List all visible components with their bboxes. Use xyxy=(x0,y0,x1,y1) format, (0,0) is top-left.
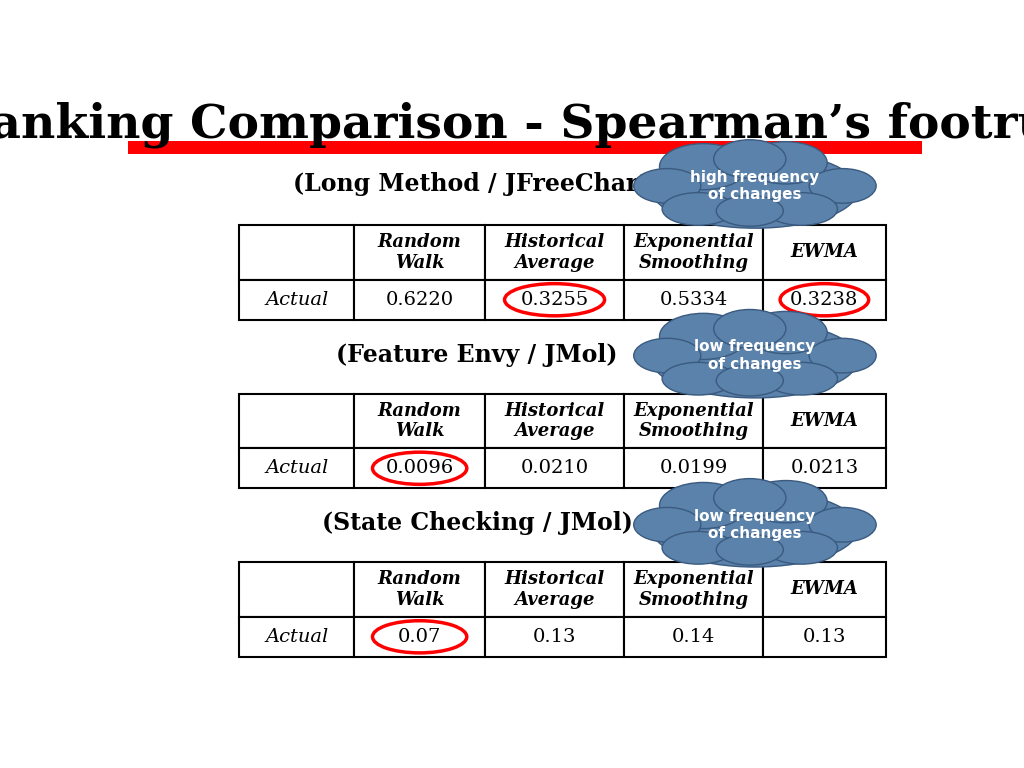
Bar xyxy=(763,562,886,617)
Text: EWMA: EWMA xyxy=(791,581,858,598)
Bar xyxy=(485,280,624,319)
Text: 0.0213: 0.0213 xyxy=(791,459,858,477)
Ellipse shape xyxy=(765,193,838,225)
Bar xyxy=(485,562,624,617)
Text: 0.07: 0.07 xyxy=(398,627,441,646)
Bar xyxy=(485,617,624,657)
Text: 0.14: 0.14 xyxy=(672,627,715,646)
Text: Random
Walk: Random Walk xyxy=(378,402,462,440)
Ellipse shape xyxy=(634,169,700,204)
Bar xyxy=(354,617,485,657)
Bar xyxy=(624,617,763,657)
Bar xyxy=(763,394,886,449)
Ellipse shape xyxy=(634,339,700,373)
Bar xyxy=(763,225,886,280)
Ellipse shape xyxy=(652,490,858,567)
Ellipse shape xyxy=(663,193,734,225)
Text: Historical
Average: Historical Average xyxy=(505,233,605,272)
Ellipse shape xyxy=(663,531,734,564)
Bar xyxy=(624,394,763,449)
Text: 0.13: 0.13 xyxy=(803,627,846,646)
Text: Exponential
Smoothing: Exponential Smoothing xyxy=(633,570,754,609)
Ellipse shape xyxy=(714,478,785,517)
Text: EWMA: EWMA xyxy=(791,412,858,430)
Ellipse shape xyxy=(765,531,838,564)
Ellipse shape xyxy=(716,196,783,227)
Bar xyxy=(240,225,354,280)
Bar xyxy=(624,280,763,319)
Ellipse shape xyxy=(659,313,748,359)
Bar xyxy=(763,280,886,319)
Ellipse shape xyxy=(744,141,827,184)
Ellipse shape xyxy=(659,482,748,528)
Ellipse shape xyxy=(634,508,700,542)
Ellipse shape xyxy=(714,310,785,348)
Text: high frequency
of changes: high frequency of changes xyxy=(690,170,819,202)
Text: Historical
Average: Historical Average xyxy=(505,570,605,609)
Ellipse shape xyxy=(652,321,858,398)
Bar xyxy=(624,225,763,280)
Text: Actual: Actual xyxy=(265,291,329,309)
Ellipse shape xyxy=(652,151,858,228)
Text: 0.0096: 0.0096 xyxy=(385,459,454,477)
Ellipse shape xyxy=(716,535,783,565)
Bar xyxy=(763,617,886,657)
Bar xyxy=(354,449,485,488)
Text: low frequency
of changes: low frequency of changes xyxy=(694,508,815,541)
Bar xyxy=(240,394,354,449)
Bar xyxy=(624,449,763,488)
Text: (Feature Envy / JMol): (Feature Envy / JMol) xyxy=(337,343,617,367)
Text: Random
Walk: Random Walk xyxy=(378,570,462,609)
Bar xyxy=(240,562,354,617)
Text: Exponential
Smoothing: Exponential Smoothing xyxy=(633,402,754,440)
Text: 0.3255: 0.3255 xyxy=(520,291,589,309)
Text: low frequency
of changes: low frequency of changes xyxy=(694,339,815,372)
Bar xyxy=(240,449,354,488)
Text: 0.0199: 0.0199 xyxy=(659,459,728,477)
Text: Actual: Actual xyxy=(265,627,329,646)
Bar xyxy=(485,394,624,449)
Text: Ranking Comparison - Spearman’s footrule: Ranking Comparison - Spearman’s footrule xyxy=(0,101,1024,148)
Ellipse shape xyxy=(765,362,838,395)
Text: 0.6220: 0.6220 xyxy=(386,291,454,309)
Ellipse shape xyxy=(663,362,734,395)
Ellipse shape xyxy=(809,339,877,373)
Bar xyxy=(128,141,922,154)
Text: 0.5334: 0.5334 xyxy=(659,291,728,309)
Bar xyxy=(354,394,485,449)
Text: EWMA: EWMA xyxy=(791,243,858,261)
Bar xyxy=(240,617,354,657)
Ellipse shape xyxy=(809,169,877,204)
Ellipse shape xyxy=(659,144,748,190)
Bar xyxy=(354,562,485,617)
Text: Actual: Actual xyxy=(265,459,329,477)
Bar xyxy=(763,449,886,488)
Bar xyxy=(485,225,624,280)
Ellipse shape xyxy=(716,366,783,396)
Text: 0.0210: 0.0210 xyxy=(520,459,589,477)
Bar xyxy=(354,225,485,280)
Text: 0.13: 0.13 xyxy=(532,627,577,646)
Text: (Long Method / JFreeChart): (Long Method / JFreeChart) xyxy=(294,172,660,196)
Bar xyxy=(240,280,354,319)
Bar xyxy=(485,449,624,488)
Text: Random
Walk: Random Walk xyxy=(378,233,462,272)
Text: (State Checking / JMol): (State Checking / JMol) xyxy=(322,511,633,535)
Text: Exponential
Smoothing: Exponential Smoothing xyxy=(633,233,754,272)
Bar xyxy=(354,280,485,319)
Ellipse shape xyxy=(809,508,877,542)
Ellipse shape xyxy=(744,481,827,523)
Ellipse shape xyxy=(714,140,785,178)
Bar xyxy=(624,562,763,617)
Ellipse shape xyxy=(744,311,827,354)
Text: 0.3238: 0.3238 xyxy=(791,291,858,309)
Text: Historical
Average: Historical Average xyxy=(505,402,605,440)
